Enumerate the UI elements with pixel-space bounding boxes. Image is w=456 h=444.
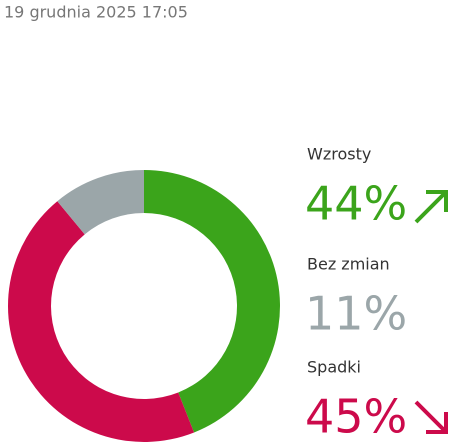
value-label: 44% bbox=[305, 177, 407, 231]
legend-label: Spadki bbox=[307, 358, 361, 377]
legend-label: Bez zmian bbox=[307, 255, 390, 274]
donut-segment bbox=[144, 170, 281, 433]
timestamp: 19 grudnia 2025 17:05 bbox=[4, 3, 188, 22]
up-arrow-icon bbox=[414, 190, 448, 224]
donut-segment bbox=[57, 170, 145, 235]
legend-label: Wzrosty bbox=[307, 145, 371, 164]
value-label: 45% bbox=[305, 390, 407, 444]
down-arrow-icon bbox=[414, 400, 448, 434]
donut-segment bbox=[7, 201, 195, 442]
value-label: 11% bbox=[305, 287, 407, 341]
legend: Wzrosty 44% Bez zmian 11% Spadki 45% bbox=[305, 145, 407, 444]
donut bbox=[7, 170, 281, 442]
